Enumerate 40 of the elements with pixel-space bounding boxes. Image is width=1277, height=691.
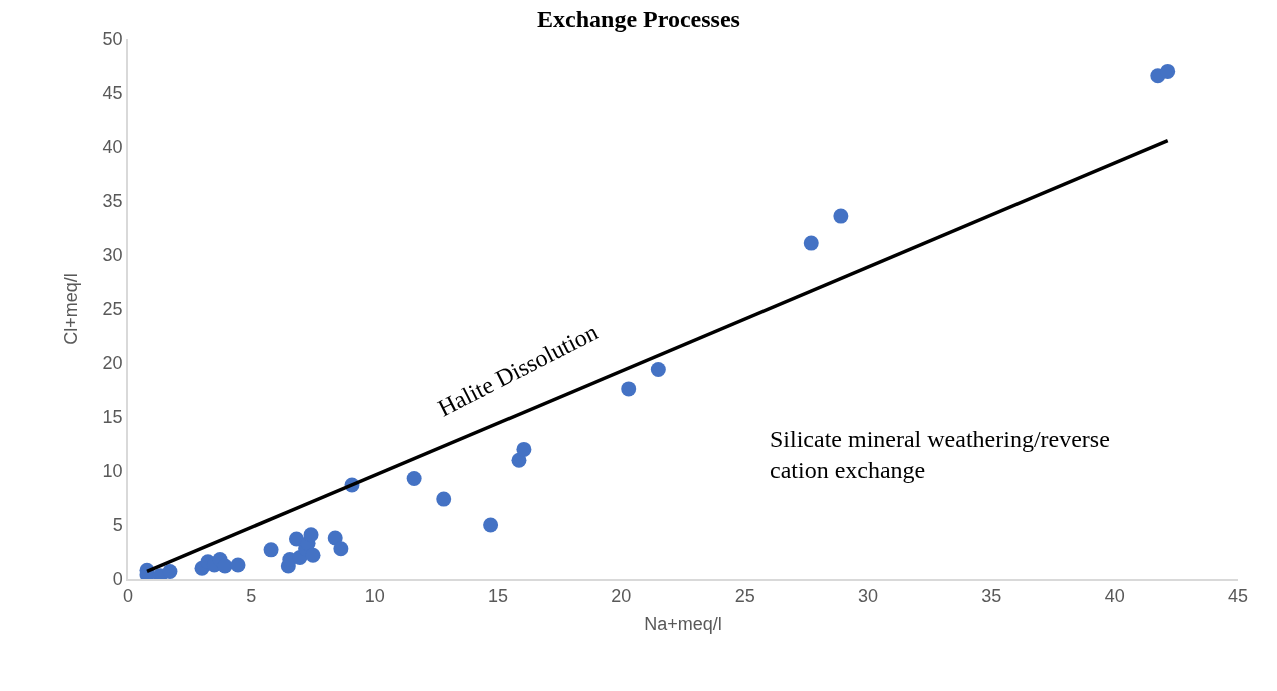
x-tick-label: 20 [611, 586, 632, 607]
x-axis-title: Na+meq/l [644, 613, 722, 634]
x-tick-label: 35 [981, 586, 1002, 607]
point [833, 208, 849, 224]
y-tick-label: 50 [102, 29, 123, 50]
y-tick-label: 30 [102, 245, 123, 266]
annotation: Silicate mineral weathering/reverse cation exchange [770, 426, 1110, 484]
x-tick-label: 25 [734, 586, 755, 607]
point [406, 471, 422, 487]
point [1160, 63, 1176, 79]
y-tick-label: 35 [102, 191, 123, 212]
y-tick-label: 5 [112, 515, 123, 536]
point [230, 557, 246, 573]
y-tick-label: 25 [102, 299, 123, 320]
x-tick-label: 5 [246, 586, 257, 607]
x-tick-label: 15 [487, 586, 509, 607]
point [483, 517, 499, 533]
y-tick-label: 15 [102, 407, 123, 428]
point [333, 541, 349, 557]
x-tick-label: 30 [857, 586, 879, 607]
x-tick-label: 10 [364, 586, 385, 607]
point [516, 441, 532, 457]
x-tick-label: 40 [1104, 586, 1125, 607]
x-tick-label: 45 [1227, 586, 1249, 607]
point [305, 547, 321, 563]
y-tick-label: 0 [112, 569, 123, 590]
point [162, 563, 178, 579]
point [803, 235, 819, 251]
y-tick-label: 10 [102, 461, 123, 482]
point [303, 527, 319, 543]
point [436, 491, 452, 507]
y-tick-label: 20 [102, 353, 123, 374]
y-tick-label: 40 [102, 137, 123, 158]
point [650, 361, 666, 377]
y-tick-label: 45 [102, 83, 123, 104]
point [621, 381, 637, 397]
chart-title: Exchange Processes [537, 6, 740, 33]
point [263, 542, 279, 558]
y-axis-title: Cl+meq/l [61, 273, 82, 345]
point [217, 558, 233, 574]
